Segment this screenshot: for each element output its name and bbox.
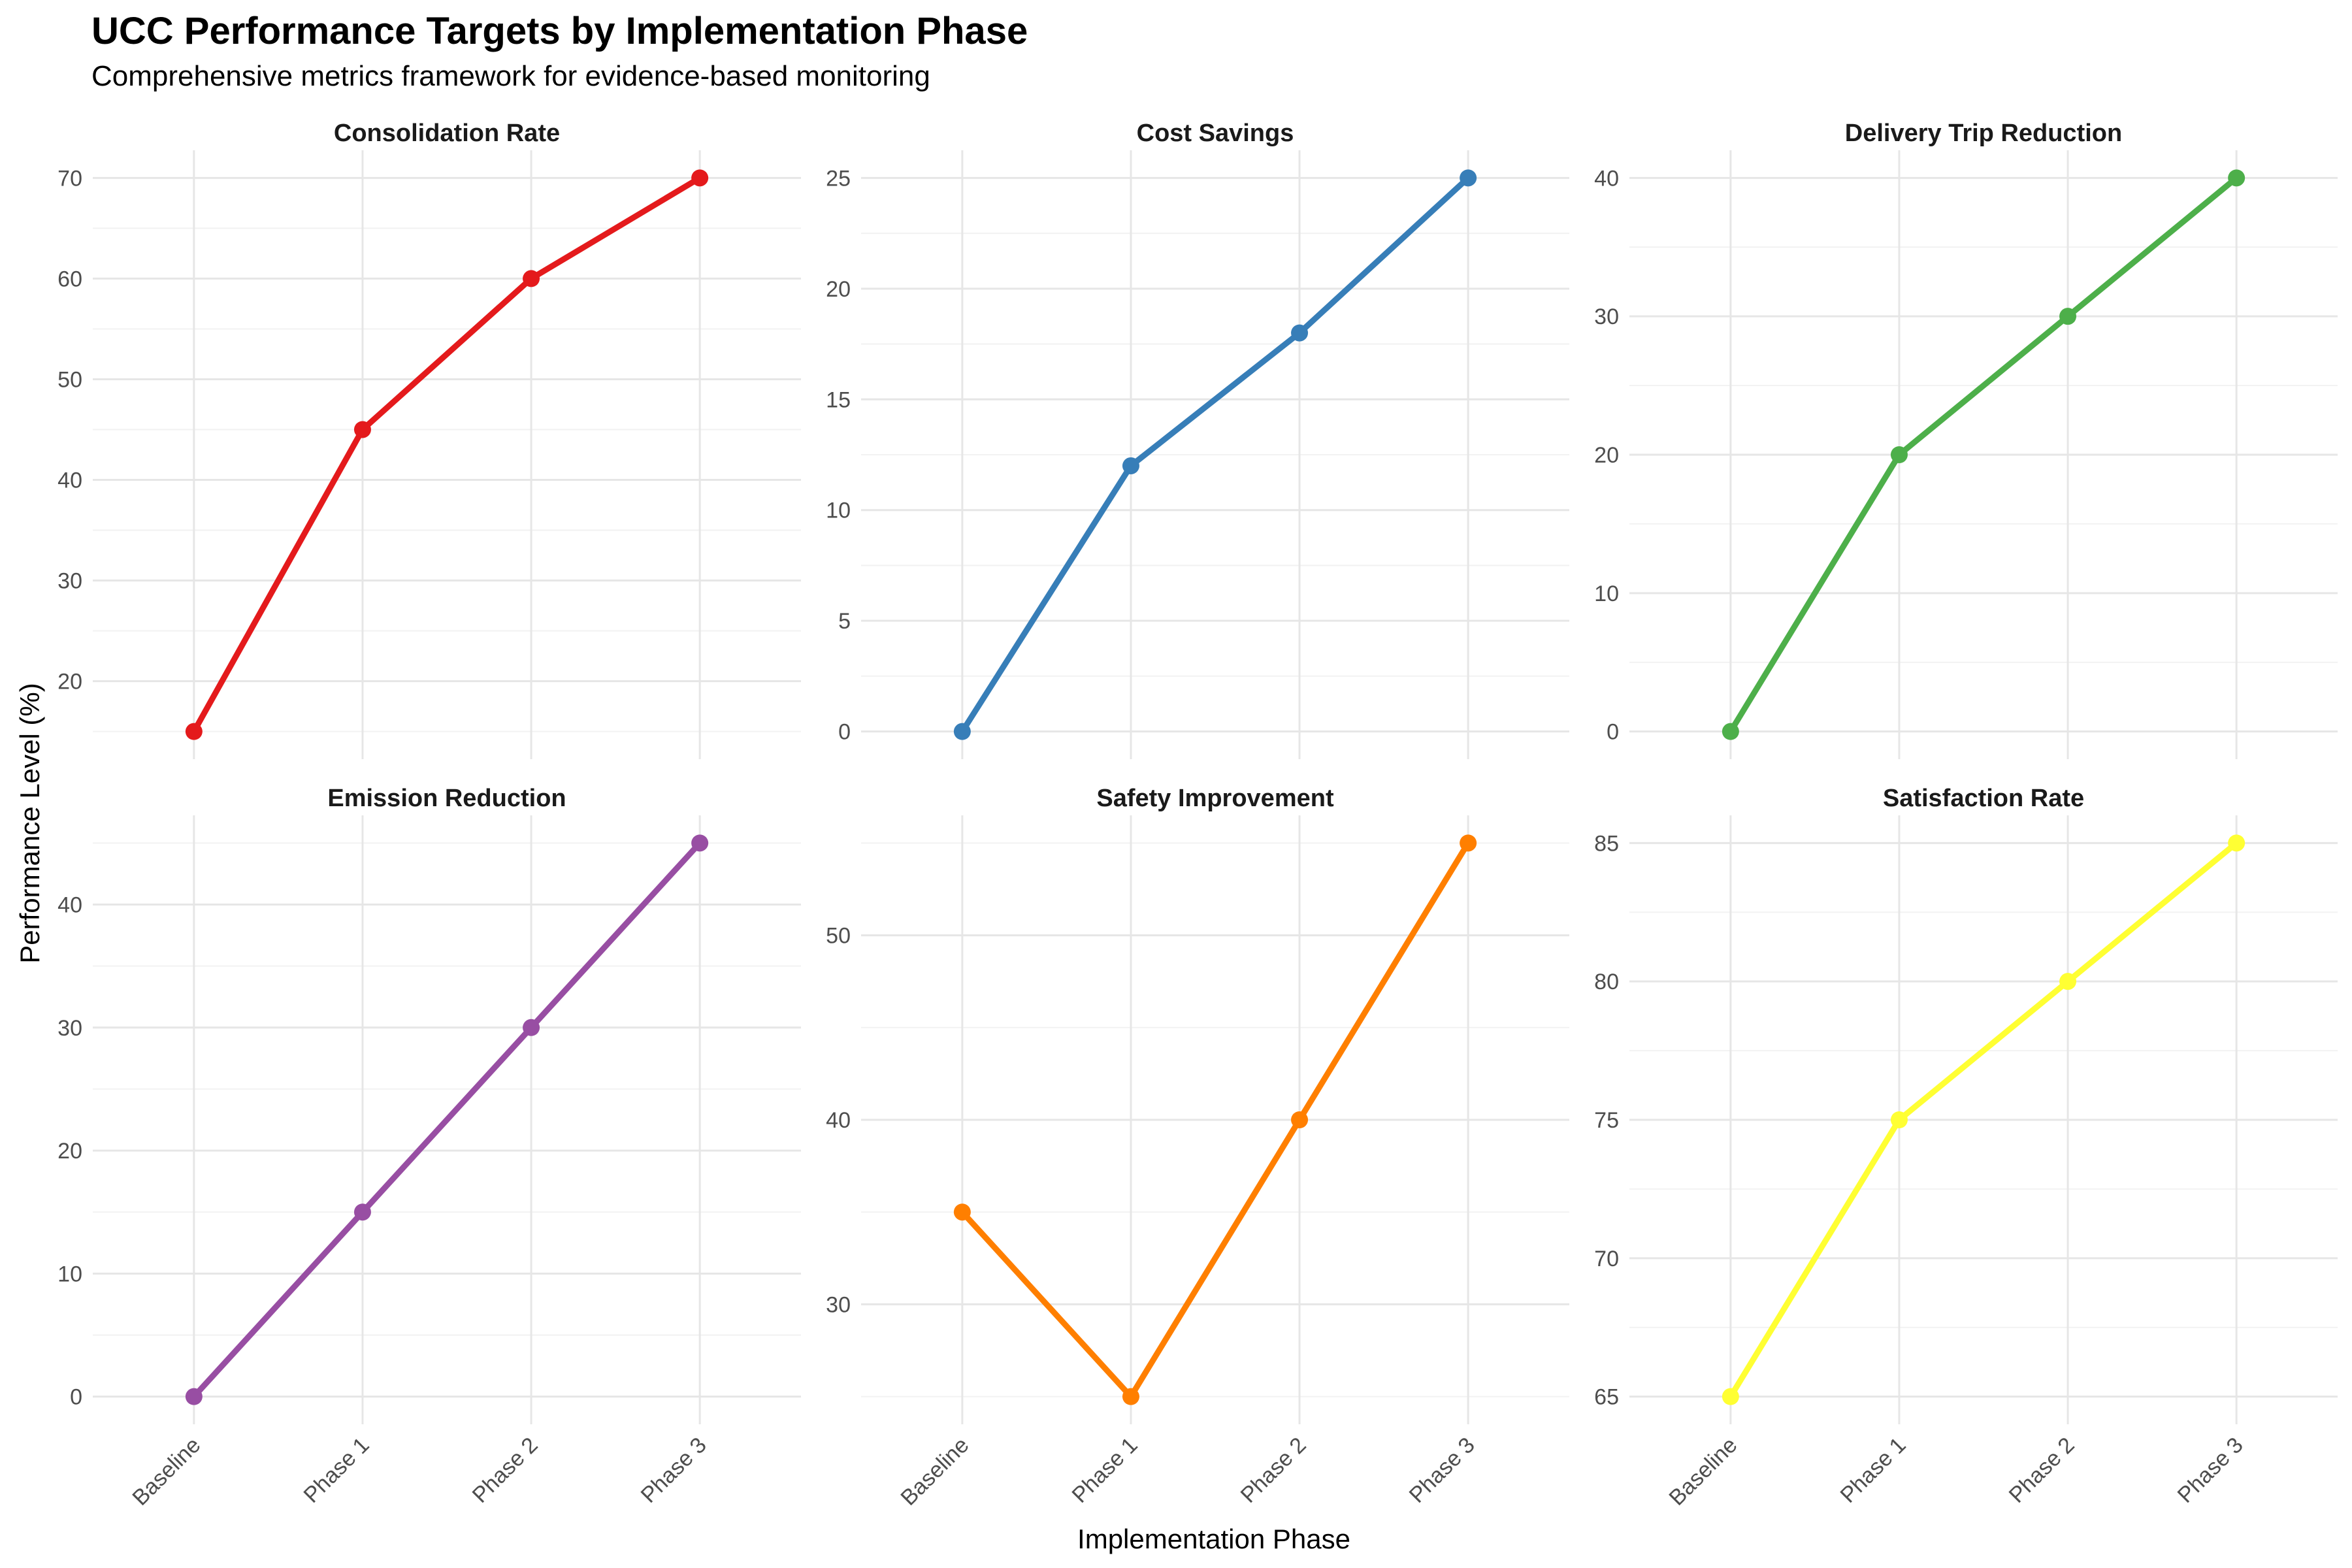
panel-safety-improvement: Safety Improvement 30 40 50 Baseline Phase 1 P… bbox=[826, 785, 1569, 1511]
y-tick-label: 10 bbox=[826, 498, 851, 523]
y-tick-label: 70 bbox=[57, 166, 82, 191]
y-tick-label: 40 bbox=[826, 1108, 851, 1133]
data-point bbox=[2228, 169, 2246, 187]
data-point bbox=[1291, 324, 1309, 342]
x-tick-label: Phase 2 bbox=[1236, 1433, 1311, 1508]
data-point bbox=[1291, 1111, 1309, 1128]
x-tick-label: Phase 3 bbox=[636, 1433, 711, 1508]
series-line-delivery-trip-reduction bbox=[1727, 174, 2240, 735]
panel-satisfaction-rate: Satisfaction Rate 65 70 75 80 85 Baseline Phase… bbox=[1594, 785, 2338, 1511]
panel-consolidation-rate: Consolidation Rate 20 30 40 50 60 70 bbox=[57, 120, 801, 759]
data-point bbox=[691, 834, 709, 852]
data-point bbox=[1460, 169, 1477, 187]
y-tick-label: 0 bbox=[838, 720, 851, 745]
x-tick-label: Phase 1 bbox=[1068, 1433, 1143, 1508]
x-axis-label: Implementation Phase bbox=[1077, 1524, 1350, 1554]
chart-subtitle: Comprehensive metrics framework for evid… bbox=[91, 60, 930, 92]
y-tick-label: 60 bbox=[57, 267, 82, 291]
y-tick-label: 25 bbox=[826, 166, 851, 191]
data-point bbox=[1890, 446, 1908, 463]
x-tick-label: Baseline bbox=[1664, 1433, 1742, 1511]
data-point bbox=[1890, 1111, 1908, 1128]
y-tick-label: 40 bbox=[57, 893, 82, 918]
x-tick-label: Baseline bbox=[896, 1433, 973, 1511]
y-tick-label: 20 bbox=[826, 277, 851, 302]
data-point bbox=[953, 1203, 971, 1221]
y-tick-label: 20 bbox=[57, 1139, 82, 1164]
y-tick-label: 75 bbox=[1594, 1108, 1619, 1133]
series-line-cost-savings bbox=[959, 174, 1471, 735]
y-tick-label: 85 bbox=[1594, 831, 1619, 856]
y-tick-label: 40 bbox=[1594, 166, 1619, 191]
data-point bbox=[1122, 457, 1139, 474]
y-tick-label: 0 bbox=[70, 1385, 82, 1410]
y-tick-label: 65 bbox=[1594, 1385, 1619, 1410]
panel-title-cost-savings: Cost Savings bbox=[1137, 120, 1294, 147]
y-tick-label: 30 bbox=[826, 1292, 851, 1317]
data-point bbox=[353, 1203, 371, 1221]
panel-title-safety-improvement: Safety Improvement bbox=[1096, 785, 1334, 812]
y-tick-label: 20 bbox=[57, 670, 82, 694]
x-tick-label: Phase 2 bbox=[2004, 1433, 2080, 1508]
x-tick-label: Phase 3 bbox=[1405, 1433, 1480, 1508]
x-tick-label: Phase 1 bbox=[1836, 1433, 1911, 1508]
data-point bbox=[185, 1388, 203, 1405]
panel-title-consolidation-rate: Consolidation Rate bbox=[334, 120, 560, 147]
x-tick-label: Phase 2 bbox=[468, 1433, 543, 1508]
y-tick-label: 30 bbox=[1594, 304, 1619, 329]
x-tick-label: Phase 1 bbox=[299, 1433, 374, 1508]
y-tick-label: 10 bbox=[1594, 581, 1619, 606]
y-tick-label: 20 bbox=[1594, 443, 1619, 468]
series-line-satisfaction-rate bbox=[1727, 840, 2240, 1400]
series-line-consolidation-rate bbox=[191, 174, 703, 735]
data-point bbox=[953, 723, 971, 740]
data-point bbox=[2228, 834, 2246, 852]
y-tick-label: 40 bbox=[57, 468, 82, 493]
data-point bbox=[1122, 1388, 1139, 1405]
data-point bbox=[2059, 308, 2077, 325]
data-point bbox=[523, 1019, 540, 1036]
x-tick-label: Phase 3 bbox=[2173, 1433, 2248, 1508]
y-tick-label: 80 bbox=[1594, 970, 1619, 994]
data-point bbox=[1460, 834, 1477, 852]
data-point bbox=[523, 270, 540, 287]
data-point bbox=[1722, 723, 1739, 740]
y-tick-label: 50 bbox=[826, 924, 851, 949]
panel-title-delivery-trip-reduction: Delivery Trip Reduction bbox=[1845, 120, 2122, 147]
data-point bbox=[353, 421, 371, 438]
panel-delivery-trip-reduction: Delivery Trip Reduction 0 10 20 30 40 bbox=[1594, 120, 2338, 759]
y-tick-label: 0 bbox=[1607, 720, 1619, 745]
panel-cost-savings: Cost Savings 0 5 10 15 20 25 bbox=[826, 120, 1569, 759]
x-tick-label: Baseline bbox=[127, 1433, 205, 1511]
y-tick-label: 70 bbox=[1594, 1247, 1619, 1271]
data-point bbox=[2059, 973, 2077, 990]
data-point bbox=[1722, 1388, 1739, 1405]
y-tick-label: 30 bbox=[57, 569, 82, 594]
series-line-emission-reduction bbox=[191, 840, 703, 1400]
y-tick-label: 10 bbox=[57, 1262, 82, 1286]
data-point bbox=[185, 723, 203, 740]
y-tick-label: 50 bbox=[57, 367, 82, 392]
series-line-safety-improvement bbox=[959, 840, 1471, 1400]
y-tick-label: 5 bbox=[838, 609, 851, 634]
chart-title: UCC Performance Targets by Implementatio… bbox=[91, 10, 1028, 52]
y-tick-label: 15 bbox=[826, 387, 851, 412]
panel-title-satisfaction-rate: Satisfaction Rate bbox=[1883, 785, 2084, 812]
panel-emission-reduction: Emission Reduction 0 10 20 30 40 Baseline Phase… bbox=[57, 785, 801, 1511]
data-point bbox=[691, 169, 709, 187]
panel-title-emission-reduction: Emission Reduction bbox=[327, 785, 566, 812]
y-tick-label: 30 bbox=[57, 1016, 82, 1041]
